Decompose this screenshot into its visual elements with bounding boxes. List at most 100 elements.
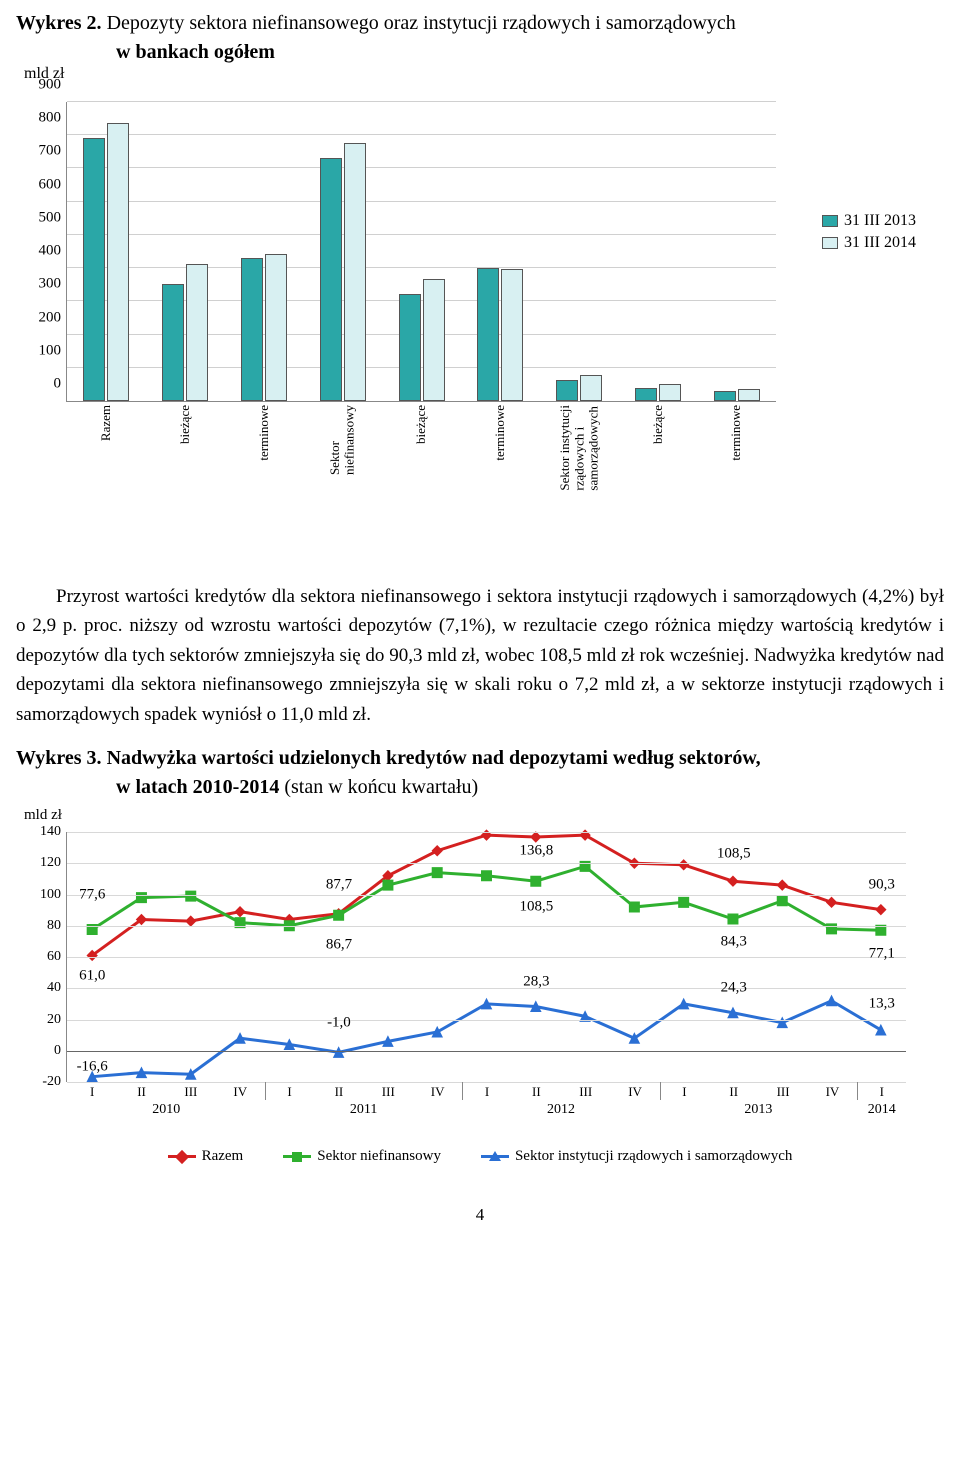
line-legend-item: Sektor instytucji rządowych i samorządow… xyxy=(481,1148,792,1165)
chart2-title-paren: (stan w końcu kwartału) xyxy=(284,776,478,798)
legend-label: Sektor instytucji rządowych i samorządow… xyxy=(515,1148,792,1165)
bar-xlabel: Sektor instytucjirządowych isamorządowyc… xyxy=(544,401,614,491)
line-marker xyxy=(827,898,837,908)
line-year-label: 2010 xyxy=(152,1102,180,1118)
line-gridline xyxy=(67,863,906,864)
bar-xlabel: bieżące xyxy=(150,401,220,444)
bar xyxy=(83,138,105,401)
line-value-label: 90,3 xyxy=(869,877,895,894)
line-marker xyxy=(531,832,541,842)
line-year-label: 2011 xyxy=(350,1102,377,1118)
line-value-label: 108,5 xyxy=(519,899,553,916)
bar xyxy=(635,388,657,401)
legend-swatch xyxy=(822,215,838,227)
bar-chart-legend: 31 III 2013 31 III 2014 xyxy=(822,212,916,256)
line-series xyxy=(92,1001,881,1077)
bar-group xyxy=(635,384,681,401)
bar xyxy=(399,294,421,401)
line-marker xyxy=(186,916,196,926)
body-paragraph-text: Przyrost wartości kredytów dla sektora n… xyxy=(16,582,944,729)
line-value-label: 77,1 xyxy=(869,946,895,963)
bar-ytick: 200 xyxy=(39,309,68,326)
line-xtick: II xyxy=(532,1082,541,1100)
bar-legend-item: 31 III 2013 xyxy=(822,212,916,230)
bar-gridline xyxy=(67,101,776,102)
bar-gridline xyxy=(67,201,776,202)
line-legend-item: Sektor niefinansowy xyxy=(283,1148,441,1165)
line-chart-legend: Razem Sektor niefinansowy Sektor instytucj… xyxy=(16,1148,944,1165)
line-value-label: 13,3 xyxy=(869,996,895,1013)
line-gridline xyxy=(67,957,906,958)
bar-group xyxy=(477,268,523,401)
bar xyxy=(580,375,602,401)
line-value-label: -1,0 xyxy=(327,1014,351,1031)
bar-gridline xyxy=(67,134,776,135)
line-xtick: III xyxy=(777,1082,790,1100)
line-zero-axis xyxy=(67,1051,906,1052)
line-marker xyxy=(383,880,393,890)
legend-swatch xyxy=(168,1155,196,1158)
bar-chart-plot: 0100200300400500600700800900Razembieżące… xyxy=(66,102,776,402)
bar-ytick: 700 xyxy=(39,143,68,160)
line-marker xyxy=(235,907,245,917)
line-ytick: 140 xyxy=(40,824,67,840)
line-marker xyxy=(876,905,886,915)
bar-xlabel: Sektorniefinansowy xyxy=(308,401,378,475)
line-gridline xyxy=(67,832,906,833)
line-xtick: II xyxy=(137,1082,146,1100)
line-chart: -20020406080100120140IIIIIIIVIIIIIIIVIII… xyxy=(16,832,916,1132)
line-marker xyxy=(876,925,886,935)
line-year-separator xyxy=(462,1082,463,1100)
bar xyxy=(659,384,681,401)
bar xyxy=(556,380,578,401)
line-marker xyxy=(728,876,738,886)
line-xtick: III xyxy=(579,1082,592,1100)
line-value-label: 136,8 xyxy=(519,842,553,859)
bar xyxy=(107,123,129,401)
line-xtick: IV xyxy=(233,1082,247,1100)
bar-group xyxy=(714,389,760,401)
chart1-title-line2: w bankach ogółem xyxy=(116,41,944,64)
bar xyxy=(477,268,499,401)
chart1-title-prefix: Wykres 2. xyxy=(16,12,102,34)
bar xyxy=(186,264,208,401)
line-marker xyxy=(679,860,689,870)
line-ytick: 60 xyxy=(47,949,67,965)
line-marker xyxy=(334,910,344,920)
line-ytick: 120 xyxy=(40,855,67,871)
line-xtick: I xyxy=(90,1082,94,1100)
line-xtick: IV xyxy=(628,1082,642,1100)
chart2-title-text2: w latach 2010-2014 xyxy=(116,776,279,798)
bar-group xyxy=(83,123,129,401)
bar-xlabel: terminowe xyxy=(465,401,535,461)
line-marker xyxy=(629,902,639,912)
legend-label: 31 III 2013 xyxy=(844,212,916,230)
line-value-label: 77,6 xyxy=(79,886,105,903)
legend-label: 31 III 2014 xyxy=(844,234,916,252)
line-marker xyxy=(432,846,442,856)
bar-ytick: 300 xyxy=(39,276,68,293)
bar-group xyxy=(241,254,287,401)
line-xtick: II xyxy=(729,1082,738,1100)
chart1-title: Wykres 2. Depozyty sektora niefinansoweg… xyxy=(16,12,944,35)
line-xtick: II xyxy=(335,1082,344,1100)
legend-label: Razem xyxy=(202,1148,244,1165)
bar-chart: 0100200300400500600700800900Razembieżące… xyxy=(16,102,916,442)
line-year-label: 2013 xyxy=(744,1102,772,1118)
chart1-title-text2: w bankach ogółem xyxy=(116,41,275,63)
line-marker xyxy=(728,914,738,924)
bar-ytick: 500 xyxy=(39,209,68,226)
line-xtick: I xyxy=(287,1082,291,1100)
legend-swatch xyxy=(822,237,838,249)
bar-ytick: 400 xyxy=(39,243,68,260)
line-value-label: 87,7 xyxy=(326,877,352,894)
line-gridline xyxy=(67,988,906,989)
line-xtick: IV xyxy=(826,1082,840,1100)
line-value-label: 86,7 xyxy=(326,936,352,953)
line-year-separator xyxy=(857,1082,858,1100)
bar-group xyxy=(399,279,445,401)
bar xyxy=(423,279,445,401)
bar xyxy=(344,143,366,401)
line-year-separator xyxy=(265,1082,266,1100)
line-xtick: IV xyxy=(431,1082,445,1100)
